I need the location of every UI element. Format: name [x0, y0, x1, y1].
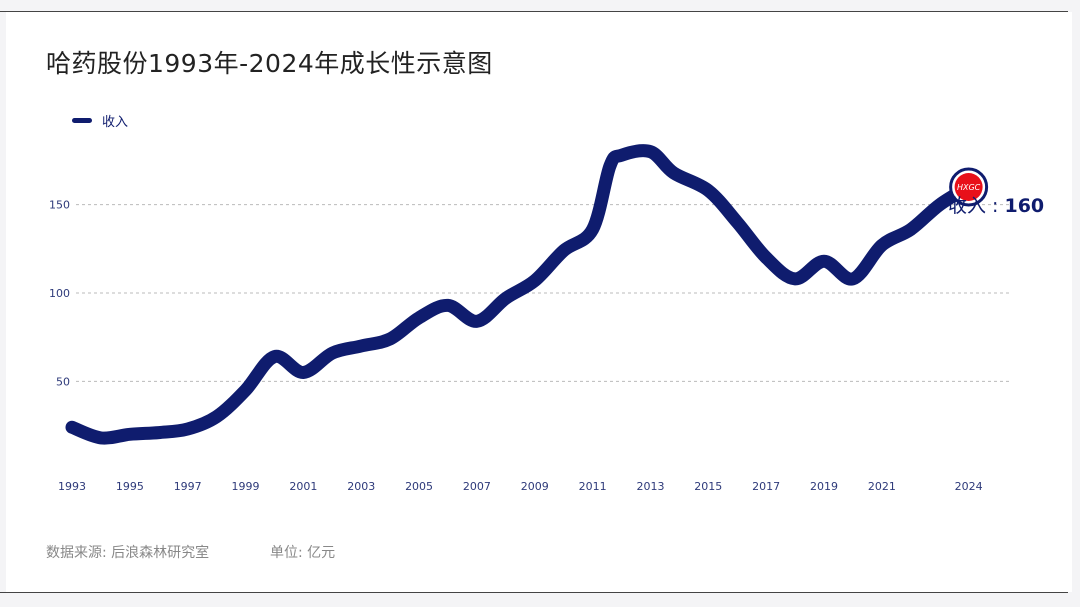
data-source: 数据来源: 后浪森林研究室 — [46, 545, 210, 561]
x-tick-label: 2019 — [810, 480, 838, 493]
grid-lines — [76, 204, 1012, 382]
x-tick-label: 1993 — [58, 480, 86, 493]
end-value-prefix: 收入 : — [948, 195, 1005, 217]
legend-swatch — [72, 117, 92, 123]
x-tick-label: 2003 — [347, 480, 375, 493]
bottom-rule — [0, 592, 1068, 593]
x-tick-label: 2013 — [636, 480, 664, 493]
x-tick-label: 2011 — [579, 480, 607, 493]
logo-badge — [954, 173, 983, 201]
y-tick-label: 150 — [49, 199, 70, 212]
x-tick-labels: 1993 1995 1997 1999 2001 2003 2005 2007 2009 2011… — [58, 480, 983, 493]
chart-title: 哈药股份1993年-2024年成长性示意图 — [46, 49, 493, 78]
legend-label: 收入 — [102, 114, 129, 130]
unit-label: 单位: 亿元 — [270, 545, 336, 561]
x-tick-label: 1999 — [232, 480, 260, 493]
end-value-label: 收入 : 160 — [948, 191, 1044, 218]
y-tick-label: 50 — [56, 375, 70, 388]
x-tick-label: 2009 — [521, 480, 549, 493]
x-tick-label: 2015 — [694, 480, 722, 493]
x-tick-label: 1997 — [174, 480, 202, 493]
x-tick-label: 2017 — [752, 480, 780, 493]
y-tick-label: 100 — [49, 287, 70, 300]
x-tick-label: 2001 — [289, 480, 317, 493]
logo-text: HXGC — [957, 183, 981, 192]
series-layer — [65, 144, 976, 445]
chart-panel — [6, 12, 1072, 592]
end-value-number: 160 — [1004, 195, 1045, 217]
y-tick-labels: 50 100 150 — [49, 199, 70, 389]
x-tick-label: 2005 — [405, 480, 433, 493]
legend: 收入 — [72, 110, 128, 130]
end-marker: HXGC — [949, 167, 989, 207]
series-line-revenue — [65, 144, 976, 445]
x-tick-label: 2024 — [955, 480, 983, 493]
x-tick-label: 2021 — [868, 480, 896, 493]
x-tick-label: 2007 — [463, 480, 491, 493]
top-rule — [0, 11, 1068, 12]
x-tick-label: 1995 — [116, 480, 144, 493]
